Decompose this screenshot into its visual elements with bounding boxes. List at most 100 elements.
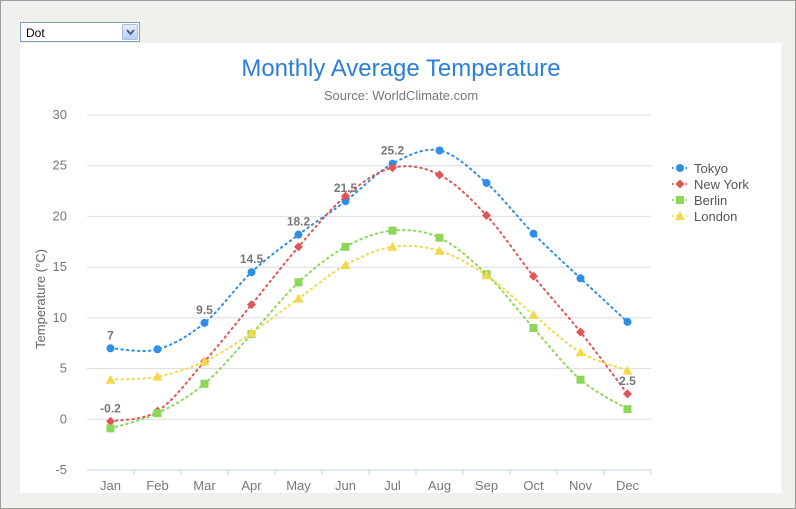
y-tick-label: 15: [53, 259, 67, 274]
x-tick-label: Jun: [335, 478, 356, 493]
data-point[interactable]: [200, 318, 209, 327]
legend-label: London: [694, 209, 737, 224]
data-label: -0.2: [100, 401, 121, 415]
data-point[interactable]: [247, 268, 256, 277]
y-tick-label: 30: [53, 107, 67, 122]
legend-marker[interactable]: [675, 179, 685, 189]
chart-type-value: Dot: [26, 26, 45, 40]
data-point[interactable]: [153, 409, 162, 418]
data-point[interactable]: [482, 178, 491, 187]
y-axis-label: Temperature (°C): [33, 249, 48, 349]
chart-title: Monthly Average Temperature: [241, 55, 560, 82]
data-label: 18.2: [287, 215, 311, 229]
data-point[interactable]: [388, 226, 397, 235]
legend-marker[interactable]: [675, 211, 685, 220]
data-point[interactable]: [199, 356, 210, 366]
data-point[interactable]: [200, 379, 209, 388]
data-point[interactable]: [529, 324, 538, 332]
legend-item[interactable]: New York: [672, 177, 749, 192]
legend-marker[interactable]: [676, 196, 684, 204]
data-label: 21.5: [334, 181, 358, 195]
data-point[interactable]: [106, 344, 115, 353]
data-point[interactable]: [575, 347, 586, 357]
x-tick-label: Sep: [475, 478, 498, 493]
y-tick-label: 20: [53, 208, 67, 223]
data-point[interactable]: [576, 274, 585, 283]
x-tick-label: Mar: [193, 478, 216, 493]
data-point[interactable]: [435, 233, 444, 242]
x-tick-label: Nov: [569, 478, 593, 493]
data-point[interactable]: [106, 416, 115, 426]
data-point[interactable]: [435, 170, 444, 180]
data-point[interactable]: [340, 260, 351, 270]
data-point[interactable]: [105, 374, 116, 384]
data-point[interactable]: [341, 191, 350, 201]
data-point[interactable]: [294, 278, 303, 287]
series-line: [109, 244, 629, 381]
legend-item[interactable]: Tokyo: [672, 161, 728, 176]
series-berlin: [106, 226, 632, 433]
data-point[interactable]: [246, 328, 257, 338]
legend-marker[interactable]: [676, 164, 684, 172]
data-point[interactable]: [622, 365, 633, 375]
data-point[interactable]: [106, 424, 115, 433]
data-point[interactable]: [528, 309, 539, 319]
x-tick-label: Oct: [523, 478, 544, 493]
data-label: 14.5: [240, 252, 264, 266]
data-point[interactable]: [529, 271, 538, 281]
x-tick-label: May: [286, 478, 311, 493]
data-point[interactable]: [623, 389, 632, 399]
series-new-york: [106, 163, 632, 426]
data-point[interactable]: [153, 345, 162, 354]
data-point[interactable]: [434, 245, 445, 255]
data-point[interactable]: [341, 242, 350, 251]
x-tick-label: Aug: [428, 478, 451, 493]
data-label: 9.5: [196, 303, 213, 317]
y-tick-label: -5: [55, 462, 67, 477]
chart-type-select[interactable]: Dot: [20, 22, 140, 42]
data-point[interactable]: [435, 146, 444, 155]
data-label: 7: [107, 328, 114, 342]
data-point[interactable]: [623, 405, 632, 414]
data-point[interactable]: [294, 230, 303, 239]
chevron-down-icon: [126, 29, 135, 36]
data-label: 25.2: [381, 144, 405, 158]
data-point[interactable]: [576, 327, 585, 337]
series-tokyo: [106, 146, 632, 354]
x-tick-label: Dec: [616, 478, 640, 493]
data-point[interactable]: [481, 270, 492, 280]
data-point[interactable]: [482, 210, 491, 220]
y-tick-label: 0: [60, 411, 67, 426]
x-tick-label: Apr: [241, 478, 262, 493]
x-tick-label: Feb: [146, 478, 168, 493]
series-london: [105, 241, 633, 384]
data-point[interactable]: [247, 300, 256, 310]
chart-subtitle: Source: WorldClimate.com: [324, 88, 478, 103]
data-point[interactable]: [529, 229, 538, 238]
legend-item[interactable]: Berlin: [672, 193, 727, 208]
data-point[interactable]: [294, 242, 303, 252]
legend-label: New York: [694, 177, 749, 192]
x-tick-label: Jul: [384, 478, 401, 493]
data-point[interactable]: [388, 163, 397, 173]
dropdown-button[interactable]: [122, 24, 138, 40]
x-tick-label: Jan: [100, 478, 121, 493]
series-line: [109, 148, 629, 352]
y-tick-label: 5: [60, 361, 67, 376]
data-point[interactable]: [293, 293, 304, 303]
data-point[interactable]: [387, 241, 398, 251]
data-point[interactable]: [152, 371, 163, 381]
temperature-chart: Monthly Average Temperature Source: Worl…: [33, 55, 749, 493]
data-point[interactable]: [623, 317, 632, 326]
data-point[interactable]: [576, 375, 585, 384]
y-tick-label: 25: [53, 158, 67, 173]
chart-panel: Monthly Average Temperature Source: Worl…: [20, 43, 781, 493]
data-label: 2.5: [619, 374, 636, 388]
legend-label: Berlin: [694, 193, 727, 208]
legend-item[interactable]: London: [672, 209, 737, 224]
data-point[interactable]: [341, 197, 350, 206]
legend-label: Tokyo: [694, 161, 728, 176]
series-line: [109, 165, 629, 423]
y-tick-label: 10: [53, 310, 67, 325]
